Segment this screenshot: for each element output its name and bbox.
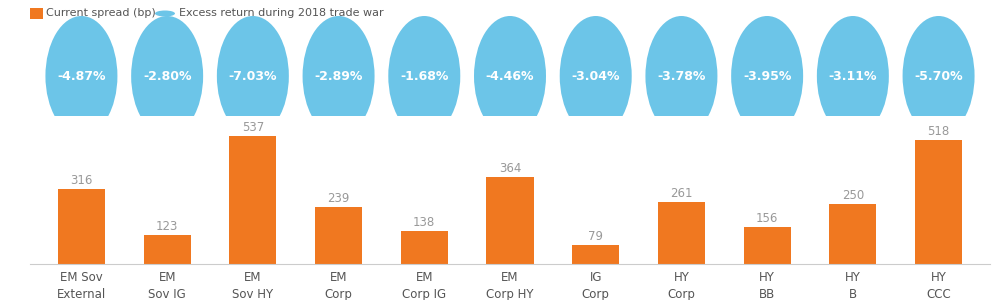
Bar [915,140,962,264]
Text: 261: 261 [670,187,693,200]
Text: -4.87%: -4.87% [57,70,106,83]
Bar [401,231,448,264]
Text: 239: 239 [327,192,350,205]
Text: 79: 79 [588,230,603,243]
Ellipse shape [131,16,203,136]
Text: 250: 250 [842,189,864,203]
Bar [58,189,105,264]
Text: -1.68%: -1.68% [400,70,448,83]
Text: -3.95%: -3.95% [743,70,791,83]
Ellipse shape [217,16,289,136]
Ellipse shape [45,16,117,136]
Bar [144,235,191,264]
Text: 156: 156 [756,212,778,225]
Bar [486,177,534,264]
Ellipse shape [560,16,632,136]
Bar [572,245,619,264]
Text: -3.04%: -3.04% [571,70,620,83]
Text: -5.70%: -5.70% [914,70,963,83]
Text: 123: 123 [156,220,178,233]
Text: -3.78%: -3.78% [657,70,706,83]
Text: Current spread (bp): Current spread (bp) [46,8,156,19]
Text: -7.03%: -7.03% [229,70,277,83]
Text: 537: 537 [242,121,264,134]
Bar [229,136,276,264]
Ellipse shape [903,16,975,136]
Text: -3.11%: -3.11% [829,70,877,83]
Bar [829,204,876,264]
Text: 316: 316 [70,174,93,187]
Text: -2.89%: -2.89% [314,70,363,83]
Text: -2.80%: -2.80% [143,70,191,83]
Text: 364: 364 [499,162,521,175]
Text: 518: 518 [927,125,950,138]
Text: 138: 138 [413,216,435,229]
Bar [315,207,362,264]
Bar [744,227,791,264]
Ellipse shape [817,16,889,136]
Ellipse shape [731,16,803,136]
Ellipse shape [388,16,460,136]
Text: Excess return during 2018 trade war: Excess return during 2018 trade war [179,8,384,19]
Ellipse shape [645,16,717,136]
Text: -4.46%: -4.46% [486,70,534,83]
Ellipse shape [474,16,546,136]
Ellipse shape [303,16,375,136]
Bar [658,202,705,264]
